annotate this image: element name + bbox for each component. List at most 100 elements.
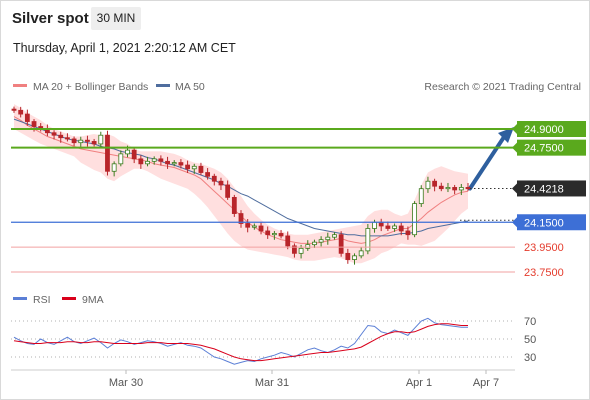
candle-body-63 [432, 180, 438, 187]
candle-body-40 [278, 233, 284, 237]
candle-body-37 [258, 225, 264, 232]
candle-body-52 [358, 250, 364, 257]
credit-text: Research © 2021 Trading Central [424, 81, 581, 93]
candle-body-35 [245, 223, 251, 228]
candle-body-12 [91, 141, 97, 145]
level-label-bg-0 [517, 121, 586, 137]
candle-body-38 [265, 230, 271, 236]
candle-body-68 [465, 187, 471, 190]
ma20-legend-swatch [13, 84, 27, 87]
candle-body-20 [145, 160, 150, 165]
candle-body-53 [365, 228, 371, 252]
candle-body-32 [225, 184, 231, 198]
candle-body-10 [78, 139, 84, 144]
ma20-legend-label: MA 20 + Bollinger Bands [33, 81, 148, 93]
candle-body-34 [238, 213, 244, 224]
candle-body-22 [158, 158, 164, 162]
rsi-line [13, 317, 468, 365]
level-label-bg-3 [517, 214, 586, 231]
candle-body-66 [452, 187, 458, 191]
rsi-ma-legend-swatch [62, 297, 76, 300]
candle-body-50 [345, 252, 351, 260]
candle-body-13 [98, 134, 104, 145]
candle-body-48 [332, 234, 337, 238]
level-label-2: 24.4218 [524, 183, 564, 195]
ma50-line [13, 118, 469, 237]
timeframe-badge[interactable]: 30 MIN [91, 7, 141, 30]
forecast-arrow-head [498, 127, 514, 143]
candle-body-24 [171, 162, 177, 165]
rsi-legend-swatch [13, 297, 27, 300]
candle-body-14 [105, 134, 110, 172]
candle-body-47 [325, 236, 331, 241]
candle-body-64 [438, 185, 444, 190]
level-label-bg-2 [517, 180, 586, 197]
level-label-1: 24.7500 [524, 143, 564, 155]
candle-body-2 [24, 113, 30, 122]
candle-body-57 [392, 225, 397, 229]
x-tick-label-3: Apr 7 [473, 377, 499, 389]
candle-body-18 [131, 149, 137, 160]
candle-body-0 [11, 108, 17, 111]
forecast-arrow-shaft [468, 135, 506, 191]
candle-body-11 [85, 139, 90, 142]
rsi-legend-label: RSI [33, 294, 51, 306]
candle-body-29 [205, 172, 211, 177]
candle-body-56 [385, 225, 391, 229]
candle-body-25 [178, 162, 184, 166]
candle-body-30 [211, 175, 217, 182]
candle-body-61 [418, 188, 424, 205]
candle-body-41 [285, 235, 291, 247]
rsi-level-label-0: 70 [524, 316, 536, 328]
level-pointer-3 [512, 217, 517, 228]
level-pointer-2 [512, 183, 517, 194]
level-label-4: 23.9500 [524, 242, 564, 254]
x-tick-label-1: Mar 31 [255, 377, 289, 389]
candle-body-15 [111, 163, 117, 172]
candle-body-1 [18, 109, 24, 115]
candle-body-33 [231, 196, 237, 214]
instrument-title: Silver spot [12, 10, 89, 27]
rsi-ma-legend-label: 9MA [82, 294, 104, 306]
level-label-3: 24.1500 [524, 217, 564, 229]
bollinger-band [14, 104, 468, 264]
candle-body-6 [51, 132, 57, 136]
candle-body-59 [405, 230, 411, 236]
candle-body-67 [458, 187, 464, 191]
candle-body-58 [398, 225, 404, 232]
candle-body-19 [138, 158, 144, 165]
candle-body-27 [191, 165, 197, 170]
candle-body-36 [251, 225, 257, 228]
candle-body-43 [298, 247, 304, 254]
x-tick-label-2: Apr 1 [406, 377, 432, 389]
candle-body-8 [65, 137, 70, 140]
candle-body-44 [305, 244, 311, 249]
candle-body-54 [372, 221, 377, 229]
ma50-legend-label: MA 50 [175, 81, 205, 93]
ma50-legend-swatch [156, 84, 170, 87]
candle-body-21 [151, 158, 157, 162]
rsi-level-label-1: 50 [524, 334, 536, 346]
rsi-ma-line [13, 323, 468, 362]
candle-body-60 [412, 203, 417, 236]
candle-body-45 [312, 241, 317, 246]
level-pointer-1 [512, 142, 517, 153]
candle-body-28 [198, 165, 204, 173]
level-pointer-0 [512, 124, 517, 134]
candle-body-16 [118, 153, 124, 165]
candle-body-65 [445, 187, 451, 190]
candle-body-62 [425, 180, 431, 190]
candle-body-39 [271, 233, 277, 236]
candle-body-31 [218, 180, 224, 186]
candle-body-49 [338, 234, 344, 254]
level-label-bg-1 [517, 139, 586, 156]
candle-body-23 [165, 160, 170, 165]
x-tick-label-0: Mar 30 [109, 377, 143, 389]
candle-body-42 [292, 245, 297, 254]
candle-body-7 [58, 134, 64, 139]
candle-body-9 [71, 138, 77, 144]
level-label-0: 24.9000 [524, 124, 564, 136]
candle-body-3 [31, 121, 37, 127]
level-label-5: 23.7500 [524, 267, 564, 279]
